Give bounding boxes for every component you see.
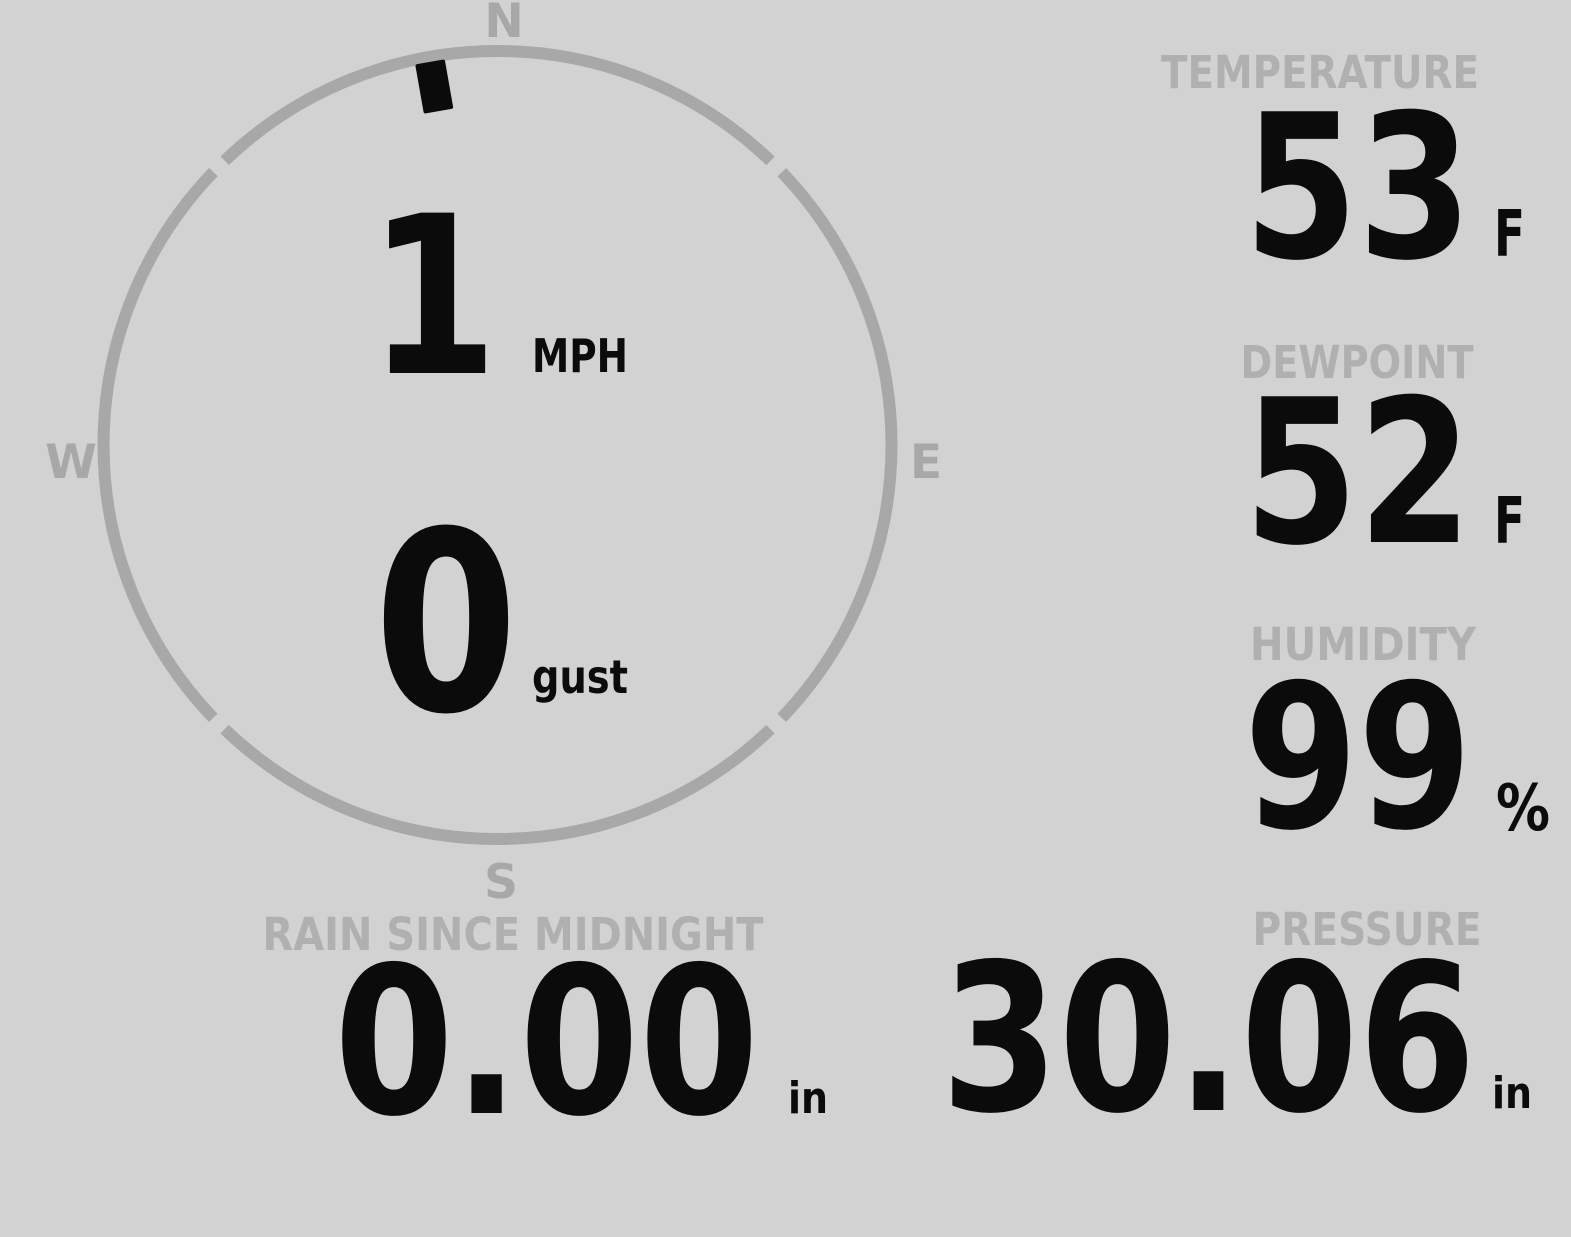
- dewpoint-value: 52: [1244, 357, 1472, 590]
- compass-letter-south: S: [484, 855, 518, 910]
- compass-letter-east: E: [910, 435, 942, 490]
- pressure-panel: PRESSURE 30.06 in: [941, 903, 1532, 1159]
- temperature-unit: F: [1494, 198, 1525, 272]
- temperature-panel: TEMPERATURE 53 F: [1161, 46, 1525, 305]
- rain-label: RAIN SINCE MIDNIGHT: [263, 908, 764, 961]
- wind-speed-unit: MPH: [532, 329, 628, 383]
- humidity-value: 99: [1244, 642, 1472, 875]
- compass-letter-west: W: [45, 435, 97, 490]
- wind-direction-tick: [415, 59, 454, 114]
- humidity-unit: %: [1496, 772, 1550, 846]
- temperature-value: 53: [1244, 72, 1472, 305]
- compass-letter-north: N: [484, 0, 523, 49]
- wind-speed-value: 1: [368, 169, 498, 425]
- compass-ring: [97, 45, 898, 845]
- rain-value: 0.00: [334, 924, 759, 1162]
- pressure-label: PRESSURE: [1253, 903, 1482, 956]
- pressure-unit: in: [1492, 1068, 1532, 1119]
- dewpoint-label: DEWPOINT: [1241, 336, 1474, 389]
- humidity-label: HUMIDITY: [1250, 618, 1477, 671]
- rain-unit: in: [788, 1073, 828, 1124]
- wind-gust-value: 0: [374, 478, 518, 769]
- dewpoint-unit: F: [1494, 485, 1525, 559]
- rain-panel: RAIN SINCE MIDNIGHT 0.00 in: [263, 908, 829, 1162]
- wind-gust-label: gust: [532, 650, 628, 704]
- temperature-label: TEMPERATURE: [1161, 46, 1479, 99]
- humidity-panel: HUMIDITY 99 %: [1244, 618, 1550, 875]
- dewpoint-panel: DEWPOINT 52 F: [1241, 336, 1526, 590]
- pressure-value: 30.06: [941, 921, 1476, 1159]
- wind-compass-gauge: N E S W 1 MPH 0 gust: [45, 0, 942, 910]
